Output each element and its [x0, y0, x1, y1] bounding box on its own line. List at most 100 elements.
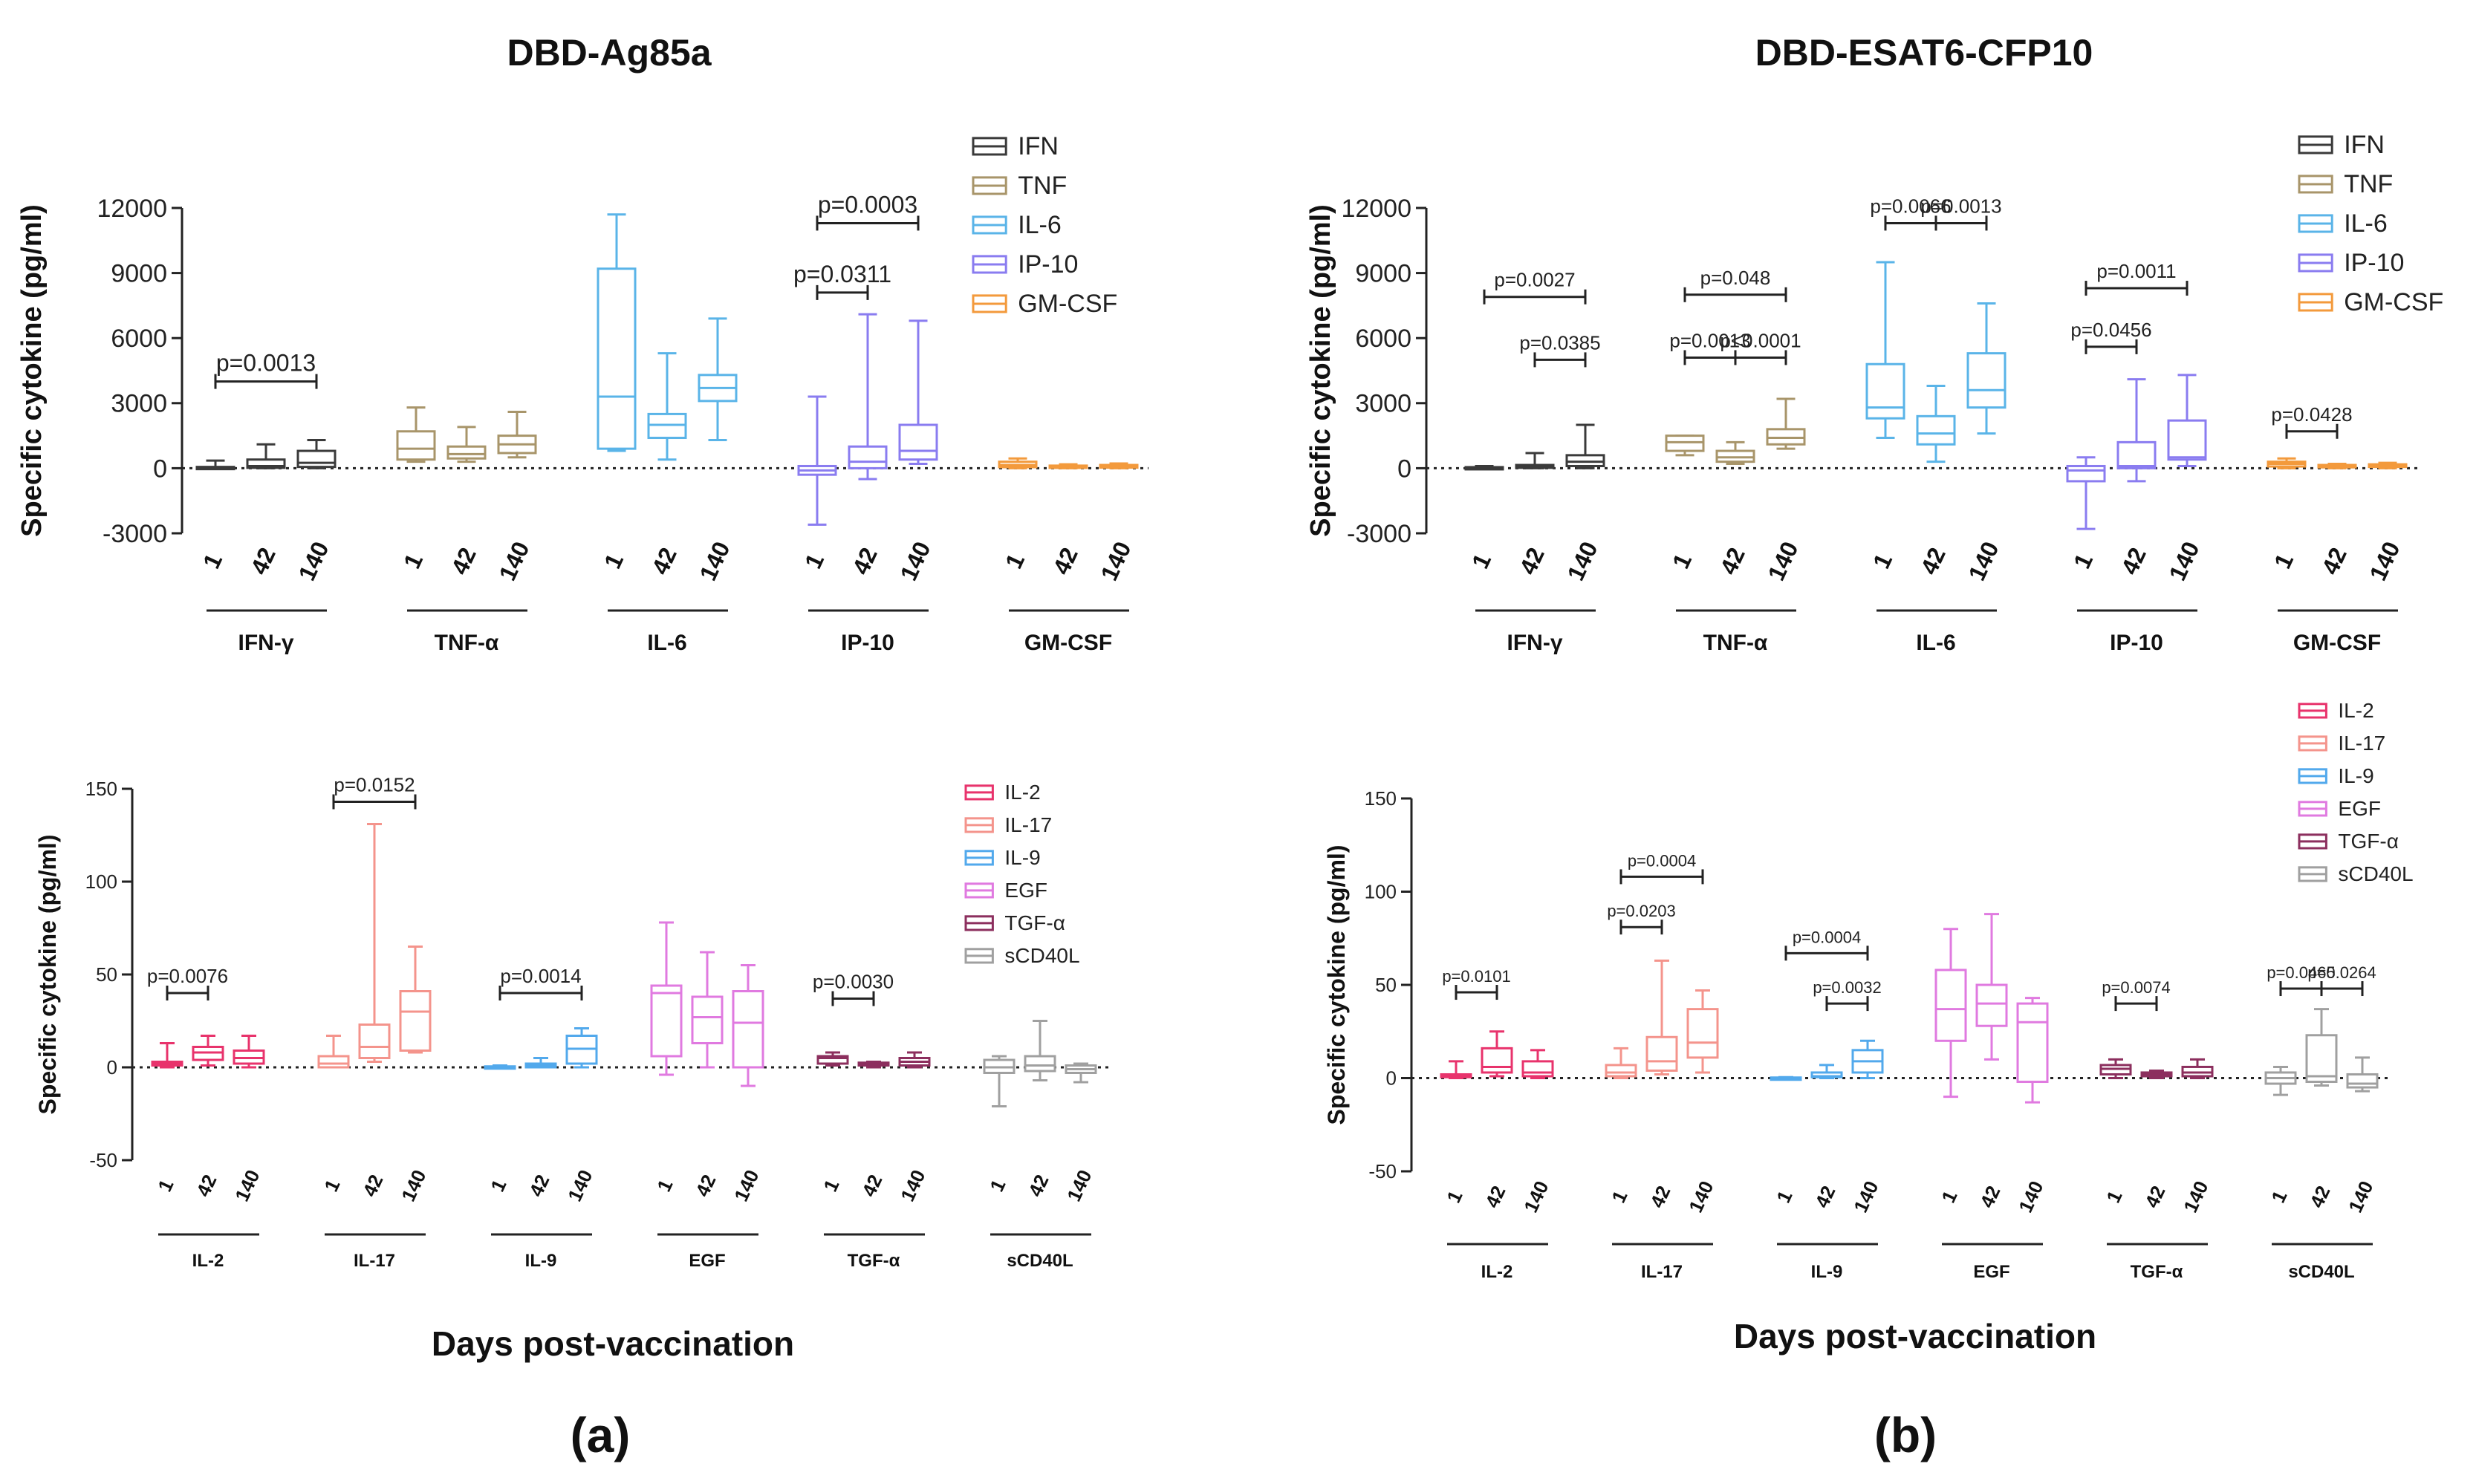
legend-item: TGF-α [964, 911, 1065, 934]
box-IL-9-1 [484, 1064, 516, 1070]
p-value-label: p=0.0264 [2307, 963, 2376, 982]
box-IL-9-42 [1810, 1064, 1843, 1079]
box-sCD40L-42 [2305, 1008, 2338, 1087]
iqr-box [1645, 1035, 1678, 1072]
box-IL-2-42 [192, 1035, 224, 1067]
box-IL-6-1 [1865, 261, 1905, 440]
legend-item: IL-9 [964, 846, 1041, 869]
y-tick-label: 0 [1397, 455, 1411, 483]
iqr-box [399, 990, 432, 1052]
y-tick-label: 3000 [1355, 390, 1411, 418]
p-value-label: p=0.0203 [1607, 902, 1675, 920]
box-GM-CSF-1 [998, 457, 1038, 469]
y-tick-label: -50 [89, 1149, 117, 1171]
box-IP-10-1 [797, 395, 837, 526]
box-GM-CSF-1 [2267, 457, 2307, 469]
box-TGF-α-42 [857, 1061, 890, 1069]
iqr-box [2016, 1002, 2049, 1084]
box-TNF-α-1 [1665, 435, 1705, 457]
legend-item: IP-10 [972, 250, 1078, 279]
p-value-label: p=0.0014 [500, 965, 581, 987]
p-value-label: p<0.0001 [1720, 329, 1801, 351]
group-label: IL-9 [525, 1251, 557, 1271]
box-IFN-γ-1 [1464, 464, 1504, 471]
p-value-label: p=0.0385 [1519, 331, 1600, 354]
iqr-box [597, 267, 637, 450]
y-tick-label: 12000 [97, 195, 167, 223]
p-value-label: p=0.0004 [1628, 851, 1696, 870]
legend-label: IP-10 [2344, 249, 2404, 277]
y-axis-label: Specific cytokine (pg/ml) [16, 204, 48, 537]
p-value-label: p=0.0074 [2102, 978, 2170, 997]
box-TGF-α-140 [2181, 1058, 2214, 1079]
p-value-label: p=0.0311 [793, 261, 891, 287]
iqr-box [1521, 1060, 1554, 1078]
legend-item: IL-17 [2298, 732, 2385, 755]
iqr-box [1605, 1064, 1637, 1078]
legend-label: sCD40L [1004, 944, 1079, 967]
box-IL-6-42 [647, 352, 687, 461]
legend-label: TNF [1018, 172, 1067, 200]
box-TNF-α-42 [1715, 440, 1755, 466]
legend-item: sCD40L [2298, 862, 2414, 885]
iqr-box [848, 445, 888, 469]
box-EGF-140 [732, 964, 764, 1087]
box-GM-CSF-140 [2368, 461, 2408, 469]
y-tick-label: 150 [1365, 787, 1397, 810]
legend-label: IL-9 [1004, 846, 1040, 869]
box-IL-17-140 [399, 946, 432, 1054]
p-value-label: p=0.0013 [216, 350, 316, 377]
y-tick-label: 50 [1375, 974, 1397, 996]
iqr-box [1481, 1047, 1513, 1074]
box-IFN-γ-42 [1515, 452, 1555, 469]
box-IP-10-140 [898, 319, 938, 466]
y-axis-label: Specific cytokine (pg/ml) [34, 835, 61, 1115]
box-IL-9-1 [1770, 1075, 1802, 1081]
iqr-box [816, 1055, 849, 1065]
box-IL-9-140 [565, 1027, 598, 1069]
box-sCD40L-140 [1065, 1062, 1097, 1084]
y-tick-label: 9000 [1355, 260, 1411, 288]
box-IP-10-140 [2167, 374, 2207, 467]
legend-label: IFN [2344, 131, 2385, 159]
box-IL-6-140 [698, 317, 738, 441]
box-IP-10-42 [2116, 378, 2157, 483]
group-label: TNF-α [435, 631, 499, 655]
iqr-box [1934, 969, 1967, 1042]
box-TNF-α-42 [446, 426, 487, 463]
box-IL-6-1 [597, 213, 637, 452]
iqr-box [2346, 1073, 2379, 1089]
iqr-box [2305, 1034, 2338, 1084]
y-tick-label: 6000 [111, 325, 167, 353]
legend-label: IL-17 [1004, 813, 1052, 836]
box-EGF-140 [2016, 997, 2049, 1104]
legend-item: TNF [972, 172, 1067, 200]
legend-label: IL-6 [2344, 209, 2388, 238]
group-label: EGF [689, 1251, 725, 1271]
panel-a-label: (a) [571, 1407, 631, 1462]
group-label: GM-CSF [2293, 631, 2381, 655]
group-label: EGF [1973, 1262, 2009, 1282]
box-IL-6-140 [1966, 302, 2007, 435]
group-label: TGF-α [848, 1251, 900, 1271]
box-IFN-γ-140 [296, 438, 337, 469]
x-axis-label-b: Days post-vaccination [1734, 1317, 2096, 1356]
iqr-box [296, 449, 337, 469]
iqr-box [1686, 1008, 1719, 1059]
y-tick-label: 0 [107, 1056, 117, 1078]
legend-label: GM-CSF [1018, 290, 1117, 318]
iqr-box [1916, 414, 1956, 446]
box-IL-9-140 [1851, 1039, 1884, 1079]
iqr-box [446, 445, 487, 460]
p-value-label: p=0.0004 [1793, 928, 1861, 946]
legend-label: TGF-α [2338, 830, 2399, 853]
box-sCD40L-1 [2264, 1065, 2297, 1096]
y-tick-label: 100 [85, 870, 117, 893]
y-tick-label: 9000 [111, 260, 167, 288]
p-value-label: p=0.0101 [1442, 967, 1510, 986]
legend-item: EGF [2298, 797, 2381, 820]
box-IL-17-42 [1645, 959, 1678, 1075]
group-label: IL-2 [1481, 1262, 1513, 1282]
group-label: sCD40L [1007, 1251, 1073, 1271]
iqr-box [2066, 464, 2106, 483]
